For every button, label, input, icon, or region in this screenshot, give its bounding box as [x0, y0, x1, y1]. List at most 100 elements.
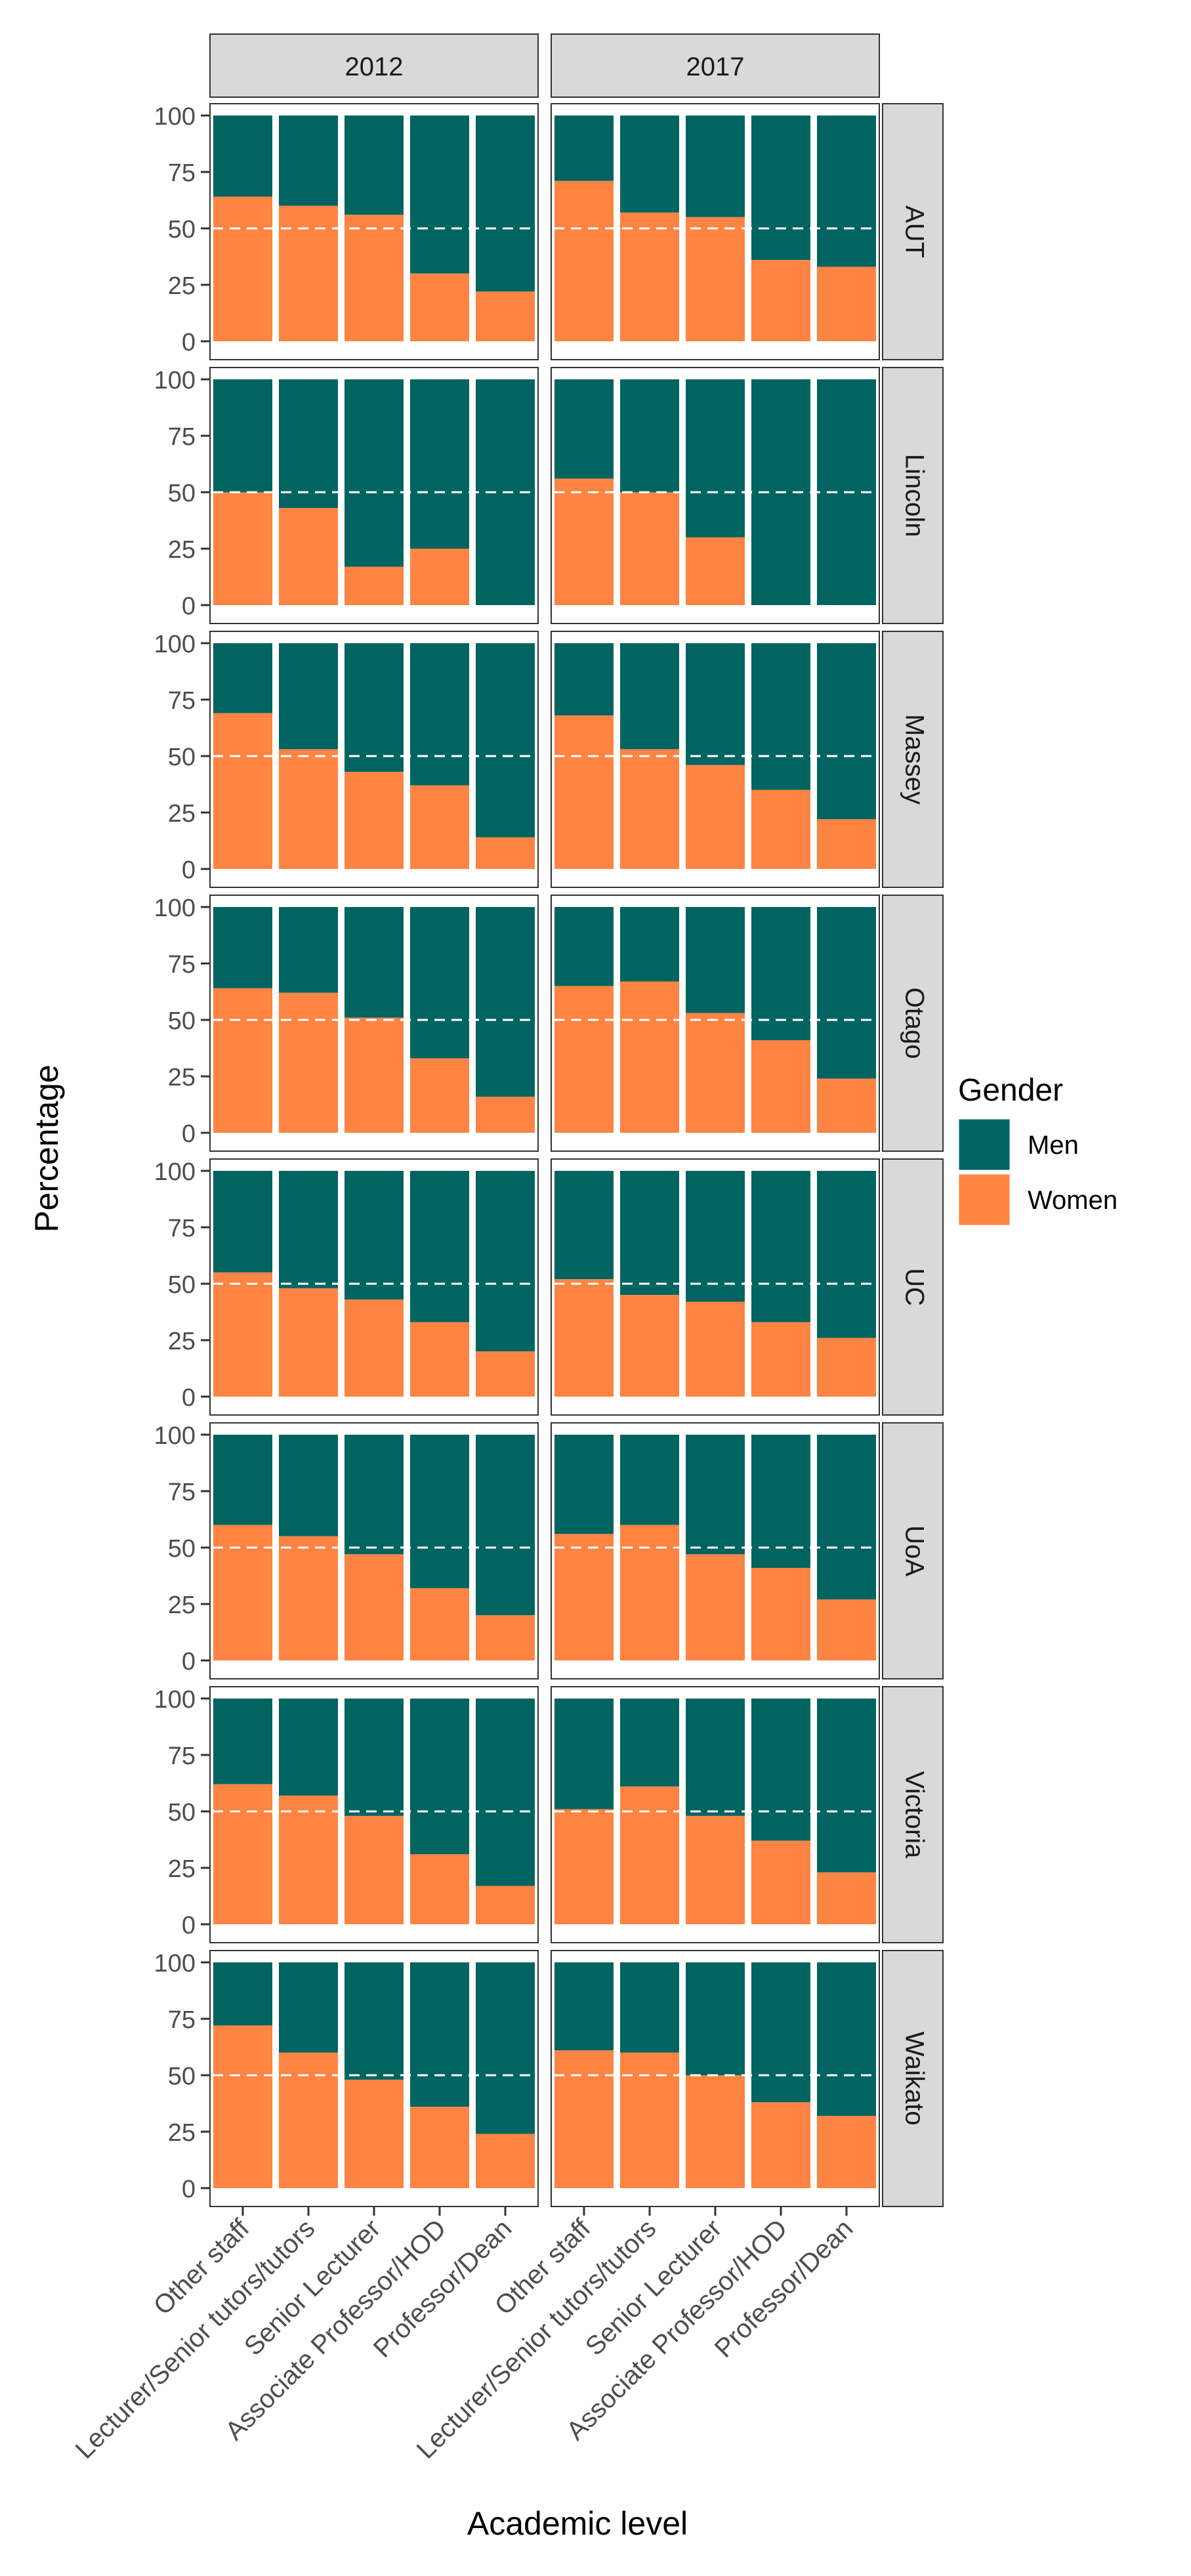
facet-strip-university: [882, 103, 944, 360]
bar-women: [213, 988, 272, 1133]
facet-strip-year-label: 2012: [345, 53, 404, 81]
y-tick-label: 100: [154, 895, 196, 922]
bar-women: [213, 196, 272, 341]
bar-women: [686, 537, 745, 605]
y-tick-label: 0: [182, 1120, 196, 1148]
y-tick-label: 100: [154, 1950, 196, 1977]
y-tick-label: 75: [168, 159, 196, 187]
bar-men: [620, 907, 679, 982]
facet-strip-university-label: UC: [900, 1268, 929, 1306]
y-tick-label: 25: [168, 1328, 196, 1355]
bar-women: [620, 981, 679, 1133]
bar-women: [279, 992, 338, 1133]
bar-women: [476, 1886, 535, 1924]
legend-key-women: [957, 1172, 1012, 1227]
bar-men: [686, 379, 745, 538]
bar-men: [817, 1962, 876, 2116]
bar-men: [476, 1435, 535, 1616]
bar-men: [410, 907, 469, 1059]
bar-men: [213, 116, 272, 197]
y-tick-label: 0: [182, 1384, 196, 1412]
facet-strip-year: [209, 33, 539, 98]
facet-strip-year-label: 2017: [686, 53, 745, 81]
y-tick-label: 0: [182, 1912, 196, 1939]
bar-women: [686, 2075, 745, 2188]
facet-strip-university: [882, 1422, 944, 1679]
bar-women: [410, 1058, 469, 1133]
bar-men: [817, 1171, 876, 1338]
bar-men: [279, 116, 338, 206]
bar-women: [213, 2025, 272, 2188]
facet-strip-university: [882, 1950, 944, 2207]
legend-label-women: Women: [1028, 1186, 1118, 1215]
bar-women: [554, 715, 614, 869]
bar-men: [345, 116, 404, 215]
bar-women: [345, 1815, 404, 1924]
y-tick-label: 75: [168, 1215, 196, 1242]
bar-men: [410, 1699, 469, 1855]
bar-women: [751, 790, 810, 869]
legend-label-men: Men: [1028, 1131, 1079, 1160]
bar-women: [279, 1795, 338, 1924]
bar-women: [620, 2052, 679, 2188]
bar-men: [279, 1699, 338, 1796]
bar-women: [686, 1301, 745, 1397]
bar-women: [817, 1338, 876, 1397]
bar-women: [410, 785, 469, 869]
bar-women: [817, 2115, 876, 2188]
bar-women: [213, 713, 272, 869]
facet-strip-university: [882, 367, 944, 624]
bar-women: [686, 765, 745, 869]
facet-strip-university-label: Massey: [900, 714, 929, 805]
y-tick-label: 50: [168, 2063, 196, 2090]
x-tick-label: Lecturer/Senior tutors/tutors: [411, 2214, 662, 2464]
bar-men: [686, 1962, 745, 2075]
bar-men: [410, 379, 469, 549]
bar-women: [345, 772, 404, 869]
bar-men: [213, 1699, 272, 1784]
bar-women: [817, 819, 876, 869]
bar-men: [279, 907, 338, 993]
bar-women: [476, 291, 535, 341]
facet-strip-university: [882, 895, 944, 1152]
bar-men: [554, 1699, 614, 1809]
bar-men: [345, 379, 404, 567]
bar-men: [554, 1435, 614, 1534]
bar-men: [554, 643, 614, 716]
bar-women: [686, 1013, 745, 1133]
bar-women: [620, 749, 679, 869]
x-tick-label: Lecturer/Senior tutors/tutors: [70, 2214, 321, 2464]
bar-women: [554, 1534, 614, 1660]
bar-women: [751, 260, 810, 341]
y-tick-label: 100: [154, 1686, 196, 1714]
bar-women: [345, 1554, 404, 1660]
bar-men: [410, 116, 469, 274]
bar-women: [751, 1040, 810, 1133]
bar-women: [751, 1840, 810, 1924]
facet-strip-year: [551, 33, 880, 98]
bar-men: [751, 1171, 810, 1322]
y-tick-label: 50: [168, 216, 196, 243]
y-tick-label: 25: [168, 1064, 196, 1091]
bar-men: [279, 1171, 338, 1288]
bar-men: [817, 907, 876, 1079]
bar-women: [686, 1554, 745, 1660]
bar-men: [345, 643, 404, 772]
bar-women: [213, 1525, 272, 1660]
bar-men: [620, 1962, 679, 2053]
y-tick-label: 25: [168, 1592, 196, 1619]
bar-men: [345, 1962, 404, 2080]
bar-women: [817, 1078, 876, 1133]
bar-women: [554, 478, 614, 605]
y-tick-label: 75: [168, 423, 196, 451]
bar-men: [554, 1171, 614, 1280]
bar-women: [410, 549, 469, 605]
bar-men: [279, 1962, 338, 2053]
bar-men: [751, 1699, 810, 1841]
y-tick-label: 0: [182, 329, 196, 356]
bar-men: [686, 1699, 745, 1816]
bar-women: [751, 2102, 810, 2188]
y-tick-label: 0: [182, 1648, 196, 1676]
bar-men: [620, 1699, 679, 1787]
